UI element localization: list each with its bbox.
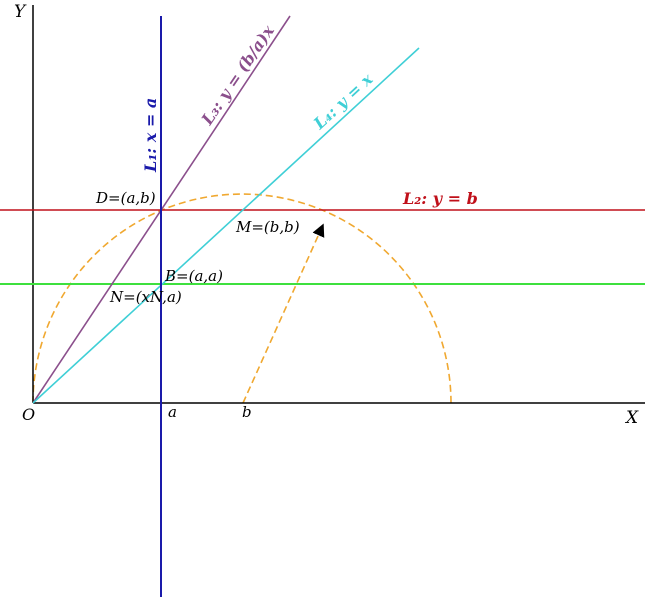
tick-a-label: a [168,403,177,421]
point-b-label: B=(a,a) [164,267,223,285]
y-axis-label: Y [14,2,27,22]
point-m-label: M=(b,b) [235,218,300,236]
radius-arrow [242,223,325,404]
point-n-label: N=(xN,a) [109,288,182,306]
line-l4 [32,47,420,404]
l2-label: L₂: y = b [402,189,478,208]
l3-label: L₃: y = (b/a)x [197,21,278,129]
x-axis-label: X [624,408,639,428]
tick-b-label: b [242,403,252,421]
l1-label: L₁: x = a [141,98,160,173]
semicircle-arc [32,193,452,404]
origin-label: O [22,405,35,424]
point-d-label: D=(a,b) [95,189,156,207]
l4-label: L₄: y = x [309,69,377,133]
